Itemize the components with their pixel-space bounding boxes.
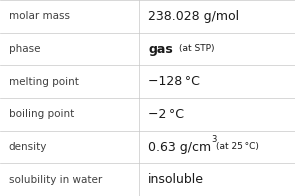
Text: insoluble: insoluble <box>148 173 204 186</box>
Text: −2 °C: −2 °C <box>148 108 184 121</box>
Text: 0.63 g/cm: 0.63 g/cm <box>148 141 211 153</box>
Text: density: density <box>9 142 47 152</box>
Text: (at STP): (at STP) <box>179 44 214 54</box>
Text: boiling point: boiling point <box>9 109 74 119</box>
Text: (at 25 °C): (at 25 °C) <box>216 142 259 152</box>
Text: phase: phase <box>9 44 40 54</box>
Text: molar mass: molar mass <box>9 11 70 21</box>
Text: −128 °C: −128 °C <box>148 75 200 88</box>
Text: 238.028 g/mol: 238.028 g/mol <box>148 10 239 23</box>
Text: gas: gas <box>148 43 173 55</box>
Text: 3: 3 <box>212 135 217 144</box>
Text: solubility in water: solubility in water <box>9 175 102 185</box>
Text: melting point: melting point <box>9 77 79 87</box>
